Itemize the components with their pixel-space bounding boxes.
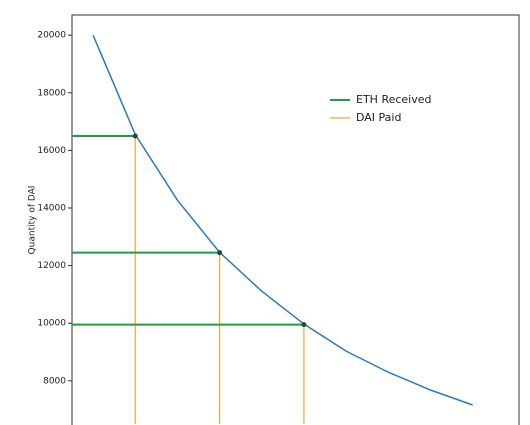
trade-point [132, 133, 138, 139]
y-tick-label: 14000 [37, 203, 66, 213]
legend-label: DAI Paid [356, 111, 401, 124]
curve [92, 34, 473, 406]
y-axis-label: Quantity of DAI [28, 186, 38, 255]
trade-point [217, 250, 223, 256]
legend-label: ETH Received [356, 93, 432, 106]
y-tick-label: 12000 [37, 261, 66, 271]
plot-frame [71, 14, 520, 425]
y-tick-label: 16000 [37, 146, 66, 156]
y-tick-label: 20000 [37, 31, 66, 41]
y-tick-label: 10000 [37, 319, 66, 329]
y-tick-label: 8000 [43, 376, 66, 386]
y-tick-label: 18000 [37, 88, 66, 98]
trade-point [301, 322, 307, 328]
